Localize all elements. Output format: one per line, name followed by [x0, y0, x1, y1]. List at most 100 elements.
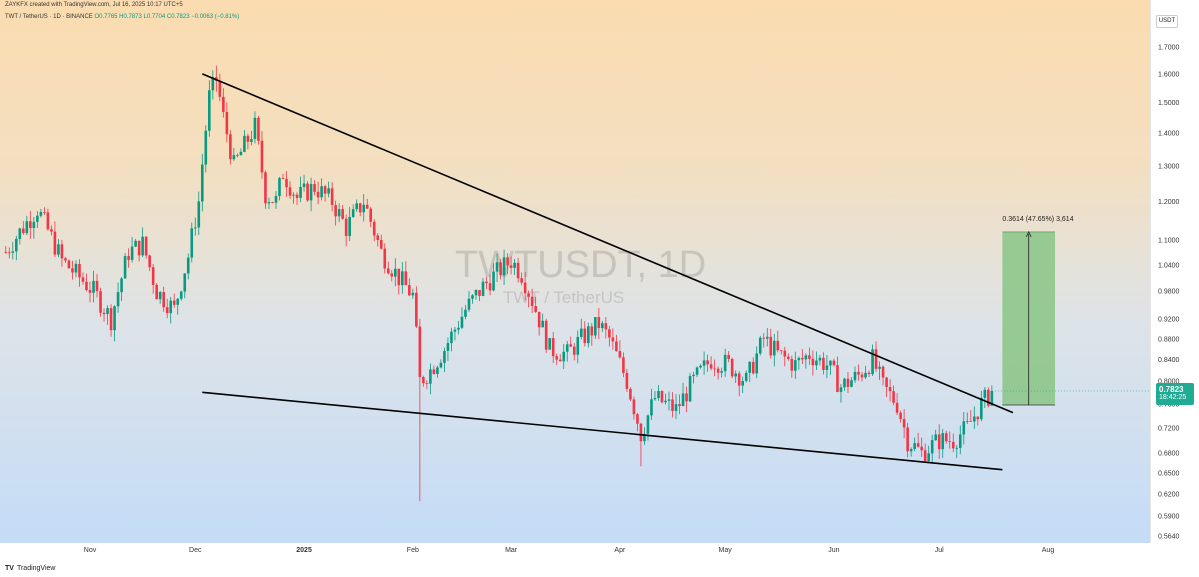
- candle-body: [695, 367, 699, 375]
- candle-body: [681, 393, 685, 407]
- candle-body: [969, 421, 973, 422]
- candle-body: [148, 255, 151, 268]
- candle-body: [948, 441, 952, 442]
- candle-body: [825, 365, 829, 370]
- candle-body: [78, 263, 81, 278]
- candle-body: [555, 356, 559, 360]
- candle-body: [397, 268, 401, 286]
- time-tick-label: Jun: [828, 547, 839, 554]
- candle-body: [95, 280, 99, 292]
- candle-body: [688, 376, 692, 402]
- candle-body: [232, 155, 236, 160]
- bar-countdown: 18:42:25: [1159, 393, 1187, 401]
- time-axis[interactable]: [0, 543, 1199, 563]
- candle-body: [327, 188, 330, 194]
- price-tick-label: 0.9200: [1158, 317, 1180, 324]
- candle-body: [818, 357, 822, 361]
- candle-body: [32, 221, 36, 229]
- candles-layer: [4, 65, 994, 502]
- candle-body: [864, 372, 867, 378]
- time-tick-label: Jul: [935, 547, 944, 554]
- candle-body: [927, 453, 930, 462]
- candle-body: [151, 267, 155, 285]
- candle-body: [467, 298, 471, 310]
- candle-body: [744, 372, 748, 381]
- candle-body: [832, 360, 836, 366]
- candle-body: [962, 421, 966, 435]
- candle-body: [895, 402, 899, 413]
- candle-body: [369, 208, 373, 222]
- price-tick-label: 1.3000: [1158, 163, 1180, 170]
- candle-body: [137, 240, 141, 256]
- candle-body: [22, 228, 25, 234]
- candle-body: [808, 355, 811, 359]
- candle-body: [699, 365, 702, 368]
- time-tick-label: Aug: [1042, 547, 1055, 554]
- candle-body: [888, 387, 892, 392]
- candle-body: [43, 212, 46, 213]
- candle-body: [15, 238, 18, 252]
- candle-body: [211, 77, 215, 91]
- candle-body: [765, 336, 769, 339]
- candle-body: [625, 372, 629, 389]
- candle-body: [362, 204, 366, 213]
- candle-body: [337, 209, 341, 217]
- candle-body: [229, 134, 232, 160]
- candle-body: [393, 268, 397, 277]
- candle-body: [881, 366, 885, 378]
- candle-body: [85, 281, 88, 291]
- candle-body: [562, 351, 566, 362]
- candle-body: [741, 380, 745, 386]
- candle-body: [165, 307, 169, 314]
- candle-body: [323, 186, 327, 194]
- time-tick-label: Mar: [505, 547, 518, 554]
- candle-body: [99, 291, 102, 313]
- currency-selector[interactable]: USDT: [1156, 15, 1178, 28]
- candle-body: [520, 278, 523, 283]
- candle-body: [53, 231, 57, 255]
- candle-body: [906, 427, 909, 452]
- tradingview-logo[interactable]: TV TradingView: [5, 565, 55, 572]
- candle-body: [934, 434, 938, 441]
- candle-body: [113, 306, 116, 331]
- candle-body: [485, 281, 488, 284]
- candle-body: [439, 362, 443, 368]
- candle-body: [418, 326, 422, 378]
- candle-body: [509, 265, 513, 268]
- candle-body: [81, 277, 85, 282]
- candle-body: [587, 326, 590, 344]
- candle-body: [944, 433, 948, 442]
- candle-body: [565, 344, 569, 352]
- candle-body: [758, 337, 762, 354]
- candle-body: [64, 258, 67, 261]
- candle-body: [790, 358, 794, 371]
- drawings-layer: 0.3614 (47.65%) 3,614: [201, 73, 1150, 471]
- candle-body: [548, 338, 551, 350]
- price-axis-labels: 1.7000 1.6000 1.5000 1.4000 1.3000 1.2000 1.10…: [1158, 45, 1180, 541]
- candle-body: [839, 387, 843, 392]
- candle-body: [780, 350, 783, 352]
- candle-body: [751, 361, 755, 374]
- candle-body: [39, 212, 43, 216]
- candle-body: [530, 296, 534, 307]
- candle-body: [425, 383, 429, 384]
- last-price-tag: 0.7823 18:42:25: [1156, 382, 1194, 405]
- footer: TV TradingView: [0, 563, 1199, 577]
- candle-body: [450, 331, 453, 344]
- candle-body: [579, 328, 583, 337]
- candle-body: [937, 434, 941, 450]
- candle-body: [597, 317, 601, 329]
- chart-plot-area[interactable]: [0, 0, 1150, 543]
- candle-body: [629, 388, 632, 400]
- candle-body: [460, 316, 464, 328]
- candle-body: [144, 236, 148, 256]
- price-axis[interactable]: [1150, 0, 1199, 543]
- candle-body: [162, 292, 165, 308]
- candle-body: [537, 311, 541, 328]
- candle-body: [386, 268, 390, 274]
- candle-body: [404, 271, 408, 286]
- candle-body: [618, 351, 622, 358]
- candle-body: [527, 293, 530, 297]
